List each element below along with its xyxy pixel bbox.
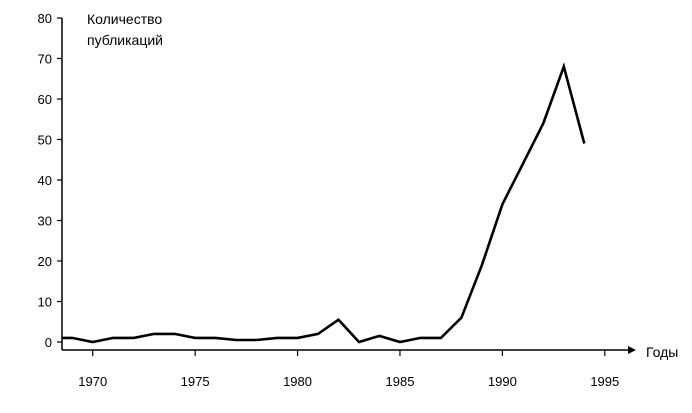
y-axis-title-line2: публикаций	[87, 32, 163, 48]
y-tick-label: 50	[38, 133, 52, 148]
x-tick-label: 1980	[283, 374, 312, 389]
y-tick-label: 80	[38, 11, 52, 26]
x-tick-label: 1975	[181, 374, 210, 389]
x-axis: 1970 1975 1980 1985 1990 1995	[62, 346, 636, 389]
series-layer	[62, 62, 586, 344]
y-tick-label: 20	[38, 254, 52, 269]
x-axis-title: Годы	[646, 344, 678, 360]
y-tick-label: 30	[38, 214, 52, 229]
y-tick-label: 10	[38, 295, 52, 310]
x-tick-label: 1970	[78, 374, 107, 389]
x-tick-label: 1995	[590, 374, 619, 389]
x-tick-label: 1985	[386, 374, 415, 389]
series-line	[62, 62, 586, 344]
y-tick-label: 0	[45, 335, 52, 350]
y-tick-label: 60	[38, 92, 52, 107]
y-tick-label: 40	[38, 173, 52, 188]
y-axis: 0 10 20 30 40 50 60 70 80	[38, 11, 63, 350]
x-tick-label: 1990	[488, 374, 517, 389]
y-axis-title-line1: Количество	[87, 11, 162, 27]
x-axis-arrow-icon	[628, 346, 636, 354]
y-tick-label: 70	[38, 52, 52, 67]
